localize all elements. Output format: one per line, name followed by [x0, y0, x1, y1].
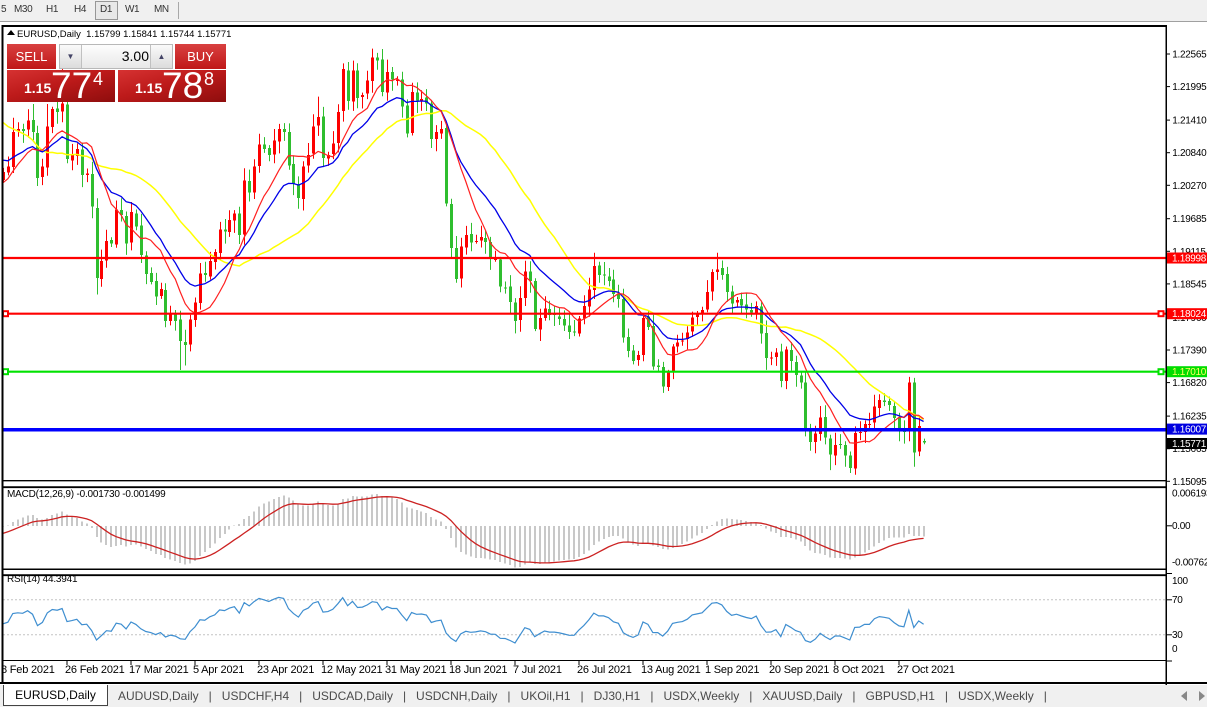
- svg-text:1.19685: 1.19685: [1172, 214, 1207, 225]
- svg-text:1.22565: 1.22565: [1172, 50, 1207, 61]
- svg-text:26 Feb 2021: 26 Feb 2021: [65, 664, 125, 676]
- svg-text:MACD(12,26,9) -0.001730 -0.001: MACD(12,26,9) -0.001730 -0.001499: [7, 489, 166, 500]
- svg-text:1 Sep 2021: 1 Sep 2021: [705, 664, 759, 676]
- svg-text:1.16820: 1.16820: [1172, 378, 1207, 389]
- svg-text:1.21410: 1.21410: [1172, 116, 1207, 127]
- svg-text:5 Apr 2021: 5 Apr 2021: [193, 664, 244, 676]
- svg-text:0.00: 0.00: [1172, 521, 1191, 532]
- svg-text:1.15095: 1.15095: [1172, 477, 1207, 488]
- svg-text:20 Sep 2021: 20 Sep 2021: [769, 664, 829, 676]
- svg-text:8 Feb 2021: 8 Feb 2021: [1, 664, 55, 676]
- svg-text:30: 30: [1172, 630, 1183, 641]
- svg-text:1.20270: 1.20270: [1172, 181, 1207, 192]
- svg-text:18 Jun 2021: 18 Jun 2021: [449, 664, 507, 676]
- svg-text:0.006193: 0.006193: [1172, 489, 1207, 500]
- svg-text:-0.0076215: -0.0076215: [1172, 558, 1207, 569]
- svg-text:1.18998: 1.18998: [1172, 254, 1207, 265]
- svg-text:70: 70: [1172, 595, 1183, 606]
- svg-text:1.16235: 1.16235: [1172, 412, 1207, 423]
- svg-text:26 Jul 2021: 26 Jul 2021: [577, 664, 632, 676]
- svg-text:1.21995: 1.21995: [1172, 82, 1207, 93]
- svg-text:1.17010: 1.17010: [1172, 367, 1207, 378]
- svg-text:31 May 2021: 31 May 2021: [385, 664, 446, 676]
- svg-text:1.16007: 1.16007: [1172, 425, 1207, 436]
- svg-text:17 Mar 2021: 17 Mar 2021: [129, 664, 189, 676]
- svg-text:1.18024: 1.18024: [1172, 309, 1207, 320]
- svg-text:100: 100: [1172, 576, 1189, 587]
- svg-text:1.17390: 1.17390: [1172, 346, 1207, 357]
- svg-text:12 May 2021: 12 May 2021: [321, 664, 382, 676]
- svg-text:1.20840: 1.20840: [1172, 148, 1207, 159]
- svg-text:7 Jul 2021: 7 Jul 2021: [513, 664, 562, 676]
- svg-text:23 Apr 2021: 23 Apr 2021: [257, 664, 314, 676]
- svg-text:1.18545: 1.18545: [1172, 279, 1207, 290]
- svg-text:8 Oct 2021: 8 Oct 2021: [833, 664, 885, 676]
- svg-text:1.15771: 1.15771: [1172, 439, 1207, 450]
- svg-text:1.15665: 1.15665: [1172, 444, 1207, 455]
- svg-text:13 Aug 2021: 13 Aug 2021: [641, 664, 701, 676]
- svg-text:27 Oct 2021: 27 Oct 2021: [897, 664, 955, 676]
- svg-text:RSI(14) 44.3941: RSI(14) 44.3941: [7, 574, 78, 585]
- svg-text:0: 0: [1172, 644, 1178, 655]
- svg-text:1.19115: 1.19115: [1172, 247, 1206, 258]
